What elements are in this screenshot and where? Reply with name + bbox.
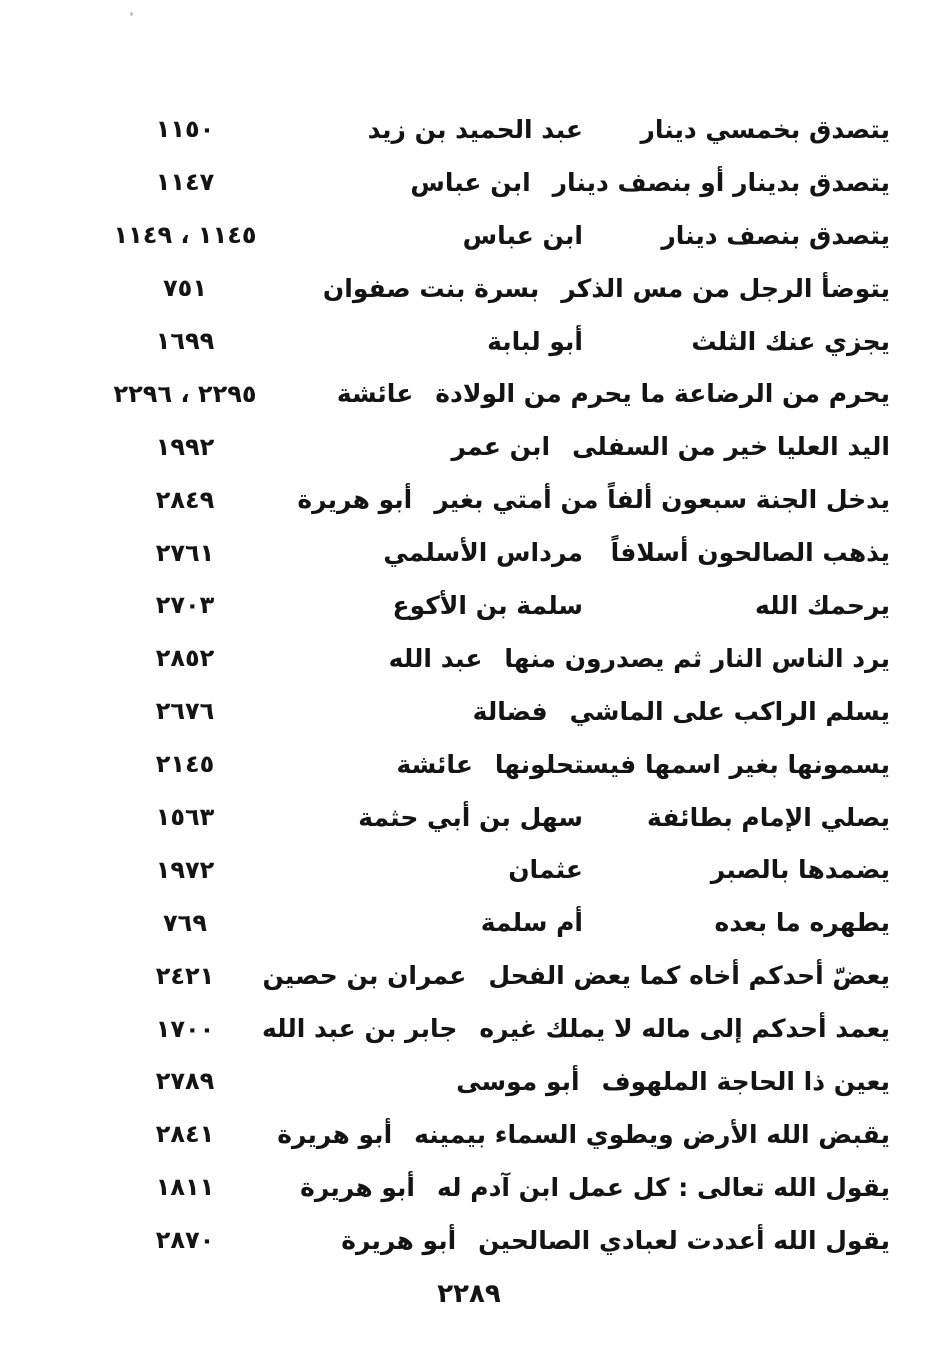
hadith-index-table: يتصدق بخمسي دينار عبد الحميد بن زيد ١١٥٠… [0, 103, 938, 1267]
hadith-number: ٢٨٥٢ [155, 644, 215, 673]
hadith-text: يقول الله تعالى : كل عمل ابن آدم له [437, 1172, 890, 1202]
narrator-name: عبد الله [388, 643, 483, 673]
hadith-text: يتصدق بخمسي دينار [640, 114, 890, 144]
narrator-name: عائشة [396, 749, 473, 779]
hadith-number: ١٥٦٣ [155, 803, 215, 832]
index-row: يضمدها بالصبر عثمان ١٩٧٢ [0, 843, 938, 896]
index-row: يقول الله تعالى : كل عمل ابن آدم له أبو … [0, 1161, 938, 1214]
hadith-text: يسمونها بغير اسمها فيستحلونها [494, 749, 890, 779]
narrator-name: سهل بن أبي حثمة [358, 802, 583, 832]
index-row: يرد الناس النار ثم يصدرون منها عبد الله … [0, 632, 938, 685]
hadith-number: ١٩٧٢ [155, 855, 215, 884]
hadith-text: يتوضأ الرجل من مس الذكر [561, 273, 890, 303]
narrator-name: أبو هريرة [297, 485, 413, 515]
scan-speck [130, 12, 133, 16]
index-row: يذهب الصالحون أسلافاً مرداس الأسلمي ٢٧٦١ [0, 526, 938, 579]
narrator-name: بسرة بنت صفوان [322, 273, 540, 303]
hadith-number: ١١٤٧ [155, 168, 215, 197]
narrator-name: عمران بن حصين [262, 961, 467, 991]
hadith-number: ٢٧٦١ [155, 538, 215, 567]
narrator-name: فضالة [472, 696, 548, 726]
hadith-text: يجزي عنك الثلث [691, 326, 890, 356]
narrator-name: ابن عباس [410, 167, 531, 197]
hadith-number: ٢٧٠٣ [155, 591, 215, 620]
index-row: يعين ذا الحاجة الملهوف أبو موسى ٢٧٨٩ [0, 1055, 938, 1108]
narrator-name: أبو لبابة [487, 326, 583, 356]
index-row: يقبض الله الأرض ويطوي السماء بيمينه أبو … [0, 1108, 938, 1161]
narrator-name: أبو هريرة [341, 1225, 457, 1255]
hadith-text: يذهب الصالحون أسلافاً [610, 538, 890, 568]
hadith-text: يتصدق بنصف دينار [661, 220, 890, 250]
index-row: يعمد أحدكم إلى ماله لا يملك غيره جابر بن… [0, 1002, 938, 1055]
hadith-number: ٢٤٢١ [155, 961, 215, 990]
index-row: يتصدق بخمسي دينار عبد الحميد بن زيد ١١٥٠ [0, 103, 938, 156]
narrator-name: عثمان [508, 855, 583, 885]
index-row: يسمونها بغير اسمها فيستحلونها عائشة ٢١٤٥ [0, 738, 938, 791]
narrator-name: سلمة بن الأكوع [392, 590, 583, 620]
narrator-name: ابن عباس [462, 220, 583, 250]
hadith-text: يحرم من الرضاعة ما يحرم من الولادة [435, 379, 890, 409]
narrator-name: عائشة [336, 379, 414, 409]
narrator-name: جابر بن عبد الله [262, 1014, 458, 1044]
index-row: يعضّ أحدكم أخاه كما يعض الفحل عمران بن ح… [0, 949, 938, 1002]
index-row: يتصدق بنصف دينار ابن عباس ١١٤٥ ، ١١٤٩ [0, 209, 938, 262]
hadith-text: يطهره ما بعده [714, 908, 890, 938]
narrator-name: أبو موسى [456, 1066, 580, 1096]
hadith-number: ٢٢٩٥ ، ٢٢٩٦ [113, 379, 257, 408]
narrator-name: عبد الحميد بن زيد [367, 114, 583, 144]
index-row: يقول الله أعددت لعبادي الصالحين أبو هرير… [0, 1214, 938, 1267]
narrator-name: أم سلمة [480, 908, 583, 938]
hadith-text: يعضّ أحدكم أخاه كما يعض الفحل [488, 961, 890, 991]
hadith-number: ٢٨٤١ [155, 1120, 215, 1149]
hadith-text: اليد العليا خير من السفلى [572, 432, 890, 462]
hadith-text: يضمدها بالصبر [710, 855, 890, 885]
hadith-text: يدخل الجنة سبعون ألفاً من أمتي بغير [434, 485, 890, 515]
hadith-number: ٢٨٤٩ [155, 485, 215, 514]
hadith-text: يسلم الراكب على الماشي [569, 696, 890, 726]
narrator-name: أبو هريرة [277, 1119, 393, 1149]
index-row: يدخل الجنة سبعون ألفاً من أمتي بغير أبو … [0, 473, 938, 526]
index-row: يجزي عنك الثلث أبو لبابة ١٦٩٩ [0, 315, 938, 368]
hadith-number: ٢٦٧٦ [155, 697, 215, 726]
hadith-text: يرد الناس النار ثم يصدرون منها [504, 643, 890, 673]
hadith-number: ٧٥١ [163, 274, 207, 303]
index-row: يحرم من الرضاعة ما يحرم من الولادة عائشة… [0, 367, 938, 420]
index-row: يرحمك الله سلمة بن الأكوع ٢٧٠٣ [0, 579, 938, 632]
page-number: ٢٢٨٩ [437, 1279, 501, 1309]
hadith-number: ١٦٩٩ [155, 327, 215, 355]
hadith-number: ١٨١١ [155, 1173, 215, 1202]
hadith-text: يرحمك الله [754, 590, 890, 620]
hadith-number: ١٩٩٢ [155, 432, 215, 461]
narrator-name: مرداس الأسلمي [383, 538, 583, 568]
hadith-text: يتصدق بدينار أو بنصف دينار [552, 167, 890, 197]
hadith-text: يقبض الله الأرض ويطوي السماء بيمينه [414, 1119, 890, 1149]
hadith-text: يعين ذا الحاجة الملهوف [601, 1066, 890, 1096]
hadith-number: ٢١٤٥ [155, 750, 215, 779]
index-row: اليد العليا خير من السفلى ابن عمر ١٩٩٢ [0, 420, 938, 473]
index-row: يطهره ما بعده أم سلمة ٧٦٩ [0, 896, 938, 949]
hadith-number: ١٧٠٠ [155, 1014, 215, 1043]
hadith-number: ٧٦٩ [163, 908, 207, 937]
hadith-number: ١١٤٥ ، ١١٤٩ [113, 221, 257, 250]
index-row: يصلي الإمام بطائفة سهل بن أبي حثمة ١٥٦٣ [0, 791, 938, 844]
index-row: يسلم الراكب على الماشي فضالة ٢٦٧٦ [0, 685, 938, 738]
hadith-number: ١١٥٠ [155, 115, 215, 144]
hadith-text: يقول الله أعددت لعبادي الصالحين [478, 1225, 890, 1255]
index-row: يتصدق بدينار أو بنصف دينار ابن عباس ١١٤٧ [0, 156, 938, 209]
narrator-name: أبو هريرة [300, 1172, 415, 1202]
hadith-text: يصلي الإمام بطائفة [647, 802, 890, 832]
hadith-text: يعمد أحدكم إلى ماله لا يملك غيره [479, 1014, 890, 1044]
index-row: يتوضأ الرجل من مس الذكر بسرة بنت صفوان ٧… [0, 262, 938, 315]
hadith-number: ٢٧٨٩ [155, 1067, 215, 1096]
hadith-number: ٢٨٧٠ [155, 1226, 215, 1255]
narrator-name: ابن عمر [451, 432, 551, 462]
